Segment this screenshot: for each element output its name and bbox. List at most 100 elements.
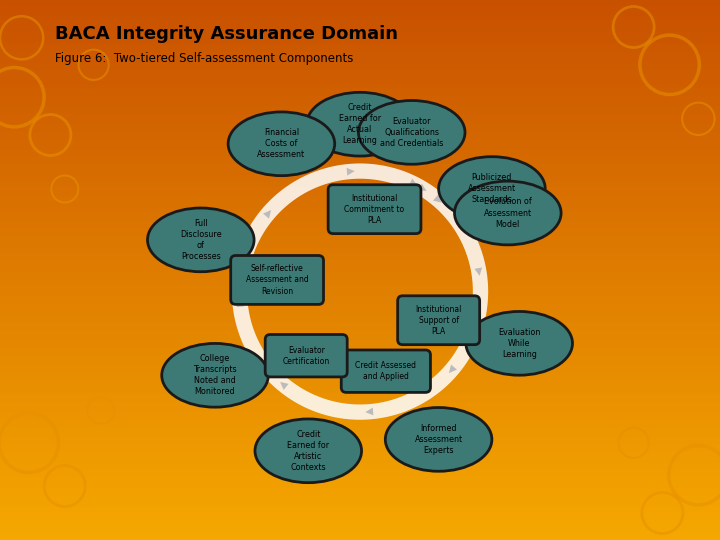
Bar [0,436,720,439]
Bar [0,123,720,126]
Bar [0,115,720,119]
Bar [0,198,720,201]
FancyBboxPatch shape [341,350,431,393]
Bar [0,259,720,263]
Bar [0,97,720,101]
Bar [0,497,720,501]
Bar [0,504,720,508]
Ellipse shape [307,92,413,156]
Bar [0,457,720,461]
Bar [0,209,720,212]
Bar [0,180,720,184]
Text: Financial
Costs of
Assessment: Financial Costs of Assessment [257,128,305,159]
Bar [0,220,720,223]
Text: Informed
Assessment
Experts: Informed Assessment Experts [415,424,463,455]
Bar [0,54,720,58]
Bar [0,119,720,123]
Bar [0,173,720,177]
Bar [0,36,720,39]
Text: Evaluation
While
Learning: Evaluation While Learning [498,328,541,359]
Bar [0,137,720,140]
Text: Credit
Earned for
Artistic
Contexts: Credit Earned for Artistic Contexts [287,430,329,472]
Bar [0,205,720,209]
Bar [0,501,720,504]
Bar [0,292,720,295]
Bar [0,18,720,22]
Bar [0,133,720,137]
Bar [0,363,720,367]
Text: Institutional
Commitment to
PLA: Institutional Commitment to PLA [344,193,405,225]
Bar [0,108,720,112]
Bar [0,525,720,529]
Bar [0,61,720,65]
Bar [0,475,720,479]
Bar [0,346,720,349]
Bar [0,194,720,198]
Bar [0,335,720,339]
Bar [0,15,720,18]
Bar [0,515,720,518]
Bar [0,339,720,342]
Bar [0,212,720,216]
FancyBboxPatch shape [230,255,323,305]
Text: BACA Integrity Assurance Domain: BACA Integrity Assurance Domain [55,25,398,43]
Bar [0,393,720,396]
Bar [0,4,720,7]
Bar [0,93,720,97]
Bar [0,32,720,36]
Bar [0,508,720,511]
Bar [0,425,720,428]
Bar [0,238,720,241]
Bar [0,403,720,407]
Bar [0,450,720,454]
Bar [0,447,720,450]
Bar [0,86,720,90]
Bar [0,50,720,54]
Bar [0,90,720,93]
Bar [0,529,720,533]
Text: Publicized
Assessment
Standards: Publicized Assessment Standards [468,173,516,204]
FancyBboxPatch shape [265,334,347,377]
Bar [0,144,720,147]
Text: Self-reflective
Assessment and
Revision: Self-reflective Assessment and Revision [246,265,308,295]
Bar [0,155,720,158]
Bar [0,493,720,497]
Bar [0,306,720,309]
Bar [0,29,720,32]
Bar [0,201,720,205]
Bar [0,166,720,169]
Bar [0,76,720,79]
Bar [0,126,720,130]
Bar [0,227,720,231]
Ellipse shape [385,408,492,471]
Bar [0,479,720,482]
Bar [0,511,720,515]
Ellipse shape [228,112,335,176]
Text: Evaluator
Qualifications
and Credentials: Evaluator Qualifications and Credentials [380,117,444,148]
Bar [0,382,720,385]
Bar [0,187,720,191]
Text: Evolution of
Assessment
Model: Evolution of Assessment Model [484,198,532,228]
Bar [0,11,720,15]
Bar [0,428,720,432]
Bar [0,72,720,76]
Ellipse shape [454,181,561,245]
Bar [0,360,720,363]
Bar [0,328,720,331]
Bar [0,417,720,421]
Bar [0,522,720,525]
Bar [0,309,720,313]
Bar [0,248,720,252]
Ellipse shape [359,100,465,164]
Bar [0,468,720,471]
Bar [0,25,720,29]
Bar [0,252,720,255]
Bar [0,439,720,443]
Bar [0,162,720,166]
Bar [0,263,720,266]
FancyBboxPatch shape [328,185,421,234]
Bar [0,83,720,86]
Bar [0,216,720,220]
Bar [0,177,720,180]
Ellipse shape [148,208,254,272]
